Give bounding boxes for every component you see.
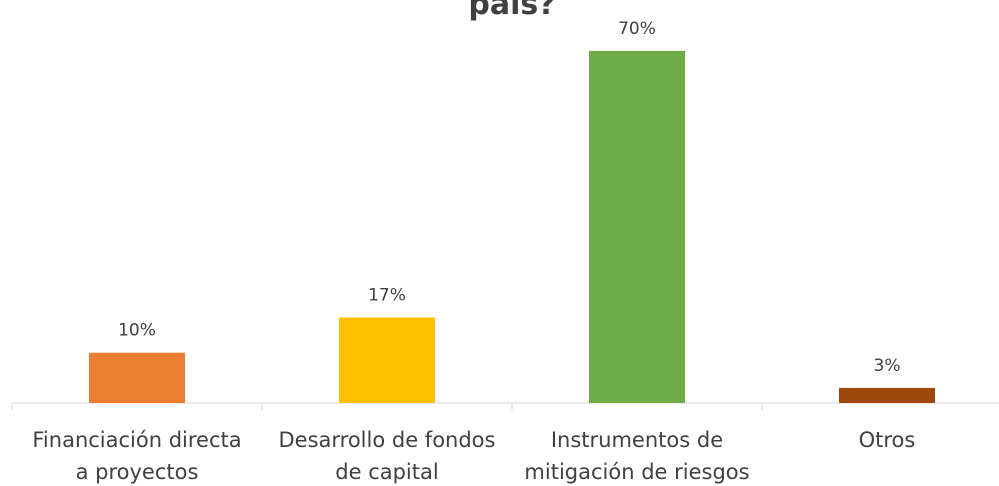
x-tick-label: Desarrollo de fondos de capital — [279, 428, 496, 484]
bar — [339, 317, 435, 403]
value-label: 17% — [368, 285, 406, 305]
chart-title: país? — [468, 0, 555, 22]
bar — [589, 50, 685, 404]
value-label: 10% — [118, 321, 156, 341]
x-tick-label: Otros — [859, 428, 916, 452]
bar — [839, 387, 935, 403]
bar — [89, 352, 185, 403]
x-tick-label: Instrumentos de mitigación de riesgos — [524, 428, 749, 484]
value-label: 3% — [874, 356, 901, 376]
x-tick-label: Financiación directa a proyectos — [32, 428, 241, 484]
value-label: 70% — [618, 19, 656, 39]
